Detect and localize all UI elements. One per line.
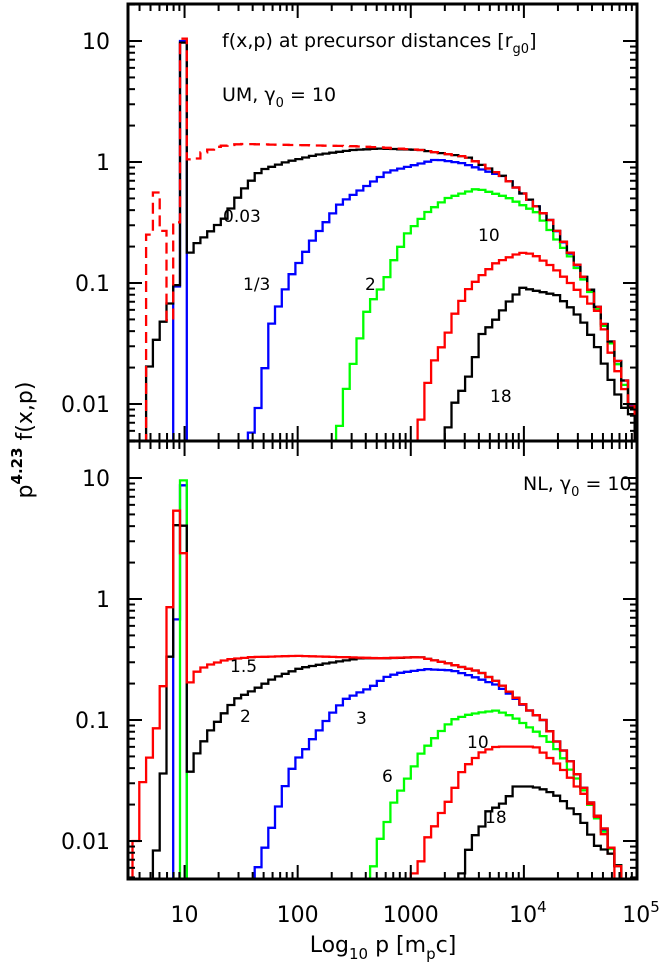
curve-label-10: 10 <box>478 226 500 246</box>
top-panel-frame <box>126 2 639 443</box>
bottom-panel-series <box>131 479 623 879</box>
bottom-series-1.5-segment <box>131 509 623 879</box>
bottom-panel-frame <box>126 439 639 881</box>
x-tick-label: 105 <box>622 898 660 928</box>
curve-label-1-3: 1/3 <box>243 275 270 295</box>
bottom-series-10-segment <box>409 745 616 879</box>
curve-label-10: 10 <box>467 733 489 753</box>
bottom-series-18-segment <box>457 785 623 879</box>
x-tick-label: 10 <box>171 903 199 928</box>
y-tick-label: 0.01 <box>61 393 110 418</box>
y-tick-label: 1 <box>96 151 110 176</box>
curve-label-1.5: 1.5 <box>230 657 257 677</box>
curve-label-6: 6 <box>382 767 393 787</box>
top-panel-subtitle: UM, γ0 = 10 <box>222 84 336 111</box>
x-tick-label: 104 <box>509 898 547 928</box>
curve-label-0.03: 0.03 <box>223 207 261 227</box>
y-axis-label: p4.23 f(x,p) <box>8 382 38 499</box>
y-tick-label: 1 <box>96 588 110 613</box>
x-tick-label: 1000 <box>383 903 439 928</box>
x-axis-label: Log10 p [mpc] <box>310 933 457 963</box>
top-series-18-segment <box>443 286 636 440</box>
y-tick-label: 0.01 <box>61 830 110 855</box>
curve-label-3: 3 <box>356 709 367 729</box>
y-tick-label: 0.1 <box>75 272 110 297</box>
top-series-0.03-segment <box>144 41 637 440</box>
curve-label-2: 2 <box>365 275 376 295</box>
y-tick-label: 10 <box>82 467 110 492</box>
top-series-dashed-segment <box>144 37 637 440</box>
x-tick-label: 100 <box>277 903 319 928</box>
curve-label-2: 2 <box>240 707 251 727</box>
curve-label-18: 18 <box>485 808 507 828</box>
top-series-10-segment <box>416 251 636 440</box>
top-panel-series <box>144 37 637 440</box>
y-tick-label: 10 <box>82 30 110 55</box>
bottom-series-6-segment <box>368 709 623 879</box>
bottom-panel-subtitle: NL, γ0 = 10 <box>523 473 632 500</box>
bottom-series-2-segment <box>151 524 623 879</box>
y-tick-label: 0.1 <box>75 709 110 734</box>
tick-labels: 0.01 0.1 1 10 0.01 0.1 1 10 10 100 1000 104 105 <box>61 30 660 928</box>
curve-label-18: 18 <box>490 387 512 407</box>
top-panel-title: f(x,p) at precursor distances [rg0] <box>222 30 536 57</box>
